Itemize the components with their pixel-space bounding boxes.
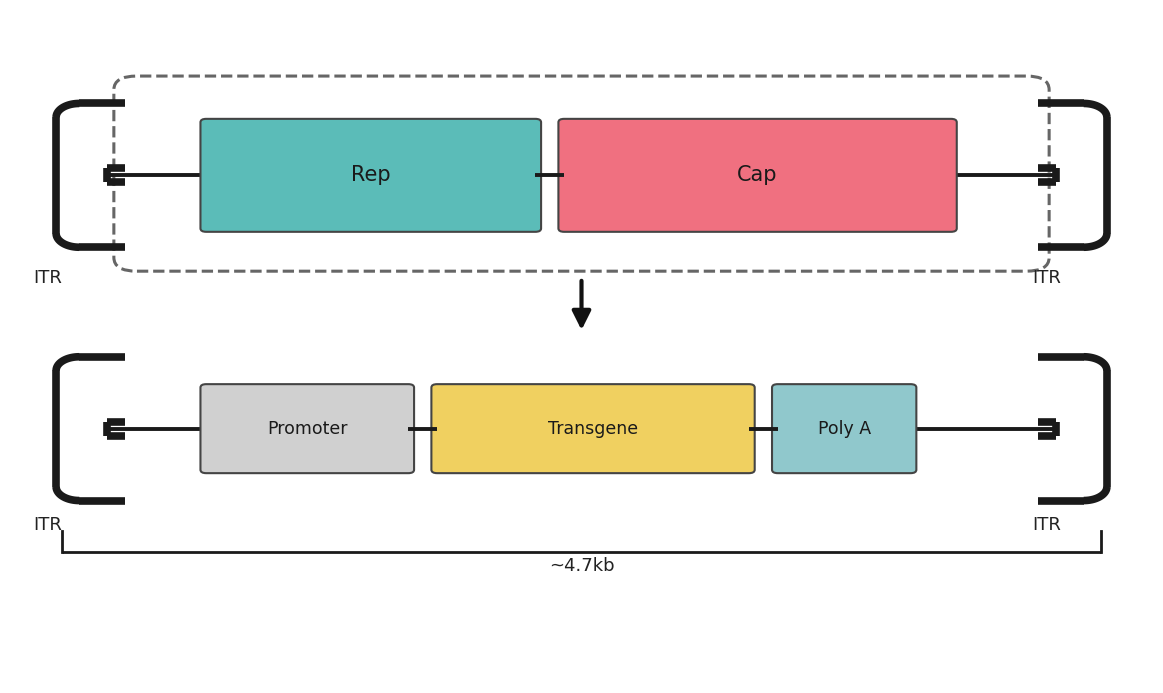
Text: ~4.7kb: ~4.7kb bbox=[549, 557, 614, 575]
Text: Transgene: Transgene bbox=[548, 420, 638, 438]
Text: Promoter: Promoter bbox=[267, 420, 348, 438]
Text: Cap: Cap bbox=[737, 166, 778, 185]
Text: ITR: ITR bbox=[1032, 516, 1061, 534]
Text: Poly A: Poly A bbox=[818, 420, 871, 438]
FancyBboxPatch shape bbox=[200, 384, 414, 473]
FancyBboxPatch shape bbox=[772, 384, 916, 473]
FancyBboxPatch shape bbox=[431, 384, 755, 473]
FancyBboxPatch shape bbox=[558, 119, 957, 232]
Text: ITR: ITR bbox=[33, 516, 62, 534]
Text: Rep: Rep bbox=[351, 166, 391, 185]
FancyBboxPatch shape bbox=[200, 119, 541, 232]
Text: ITR: ITR bbox=[1032, 269, 1061, 287]
Text: ITR: ITR bbox=[33, 269, 62, 287]
